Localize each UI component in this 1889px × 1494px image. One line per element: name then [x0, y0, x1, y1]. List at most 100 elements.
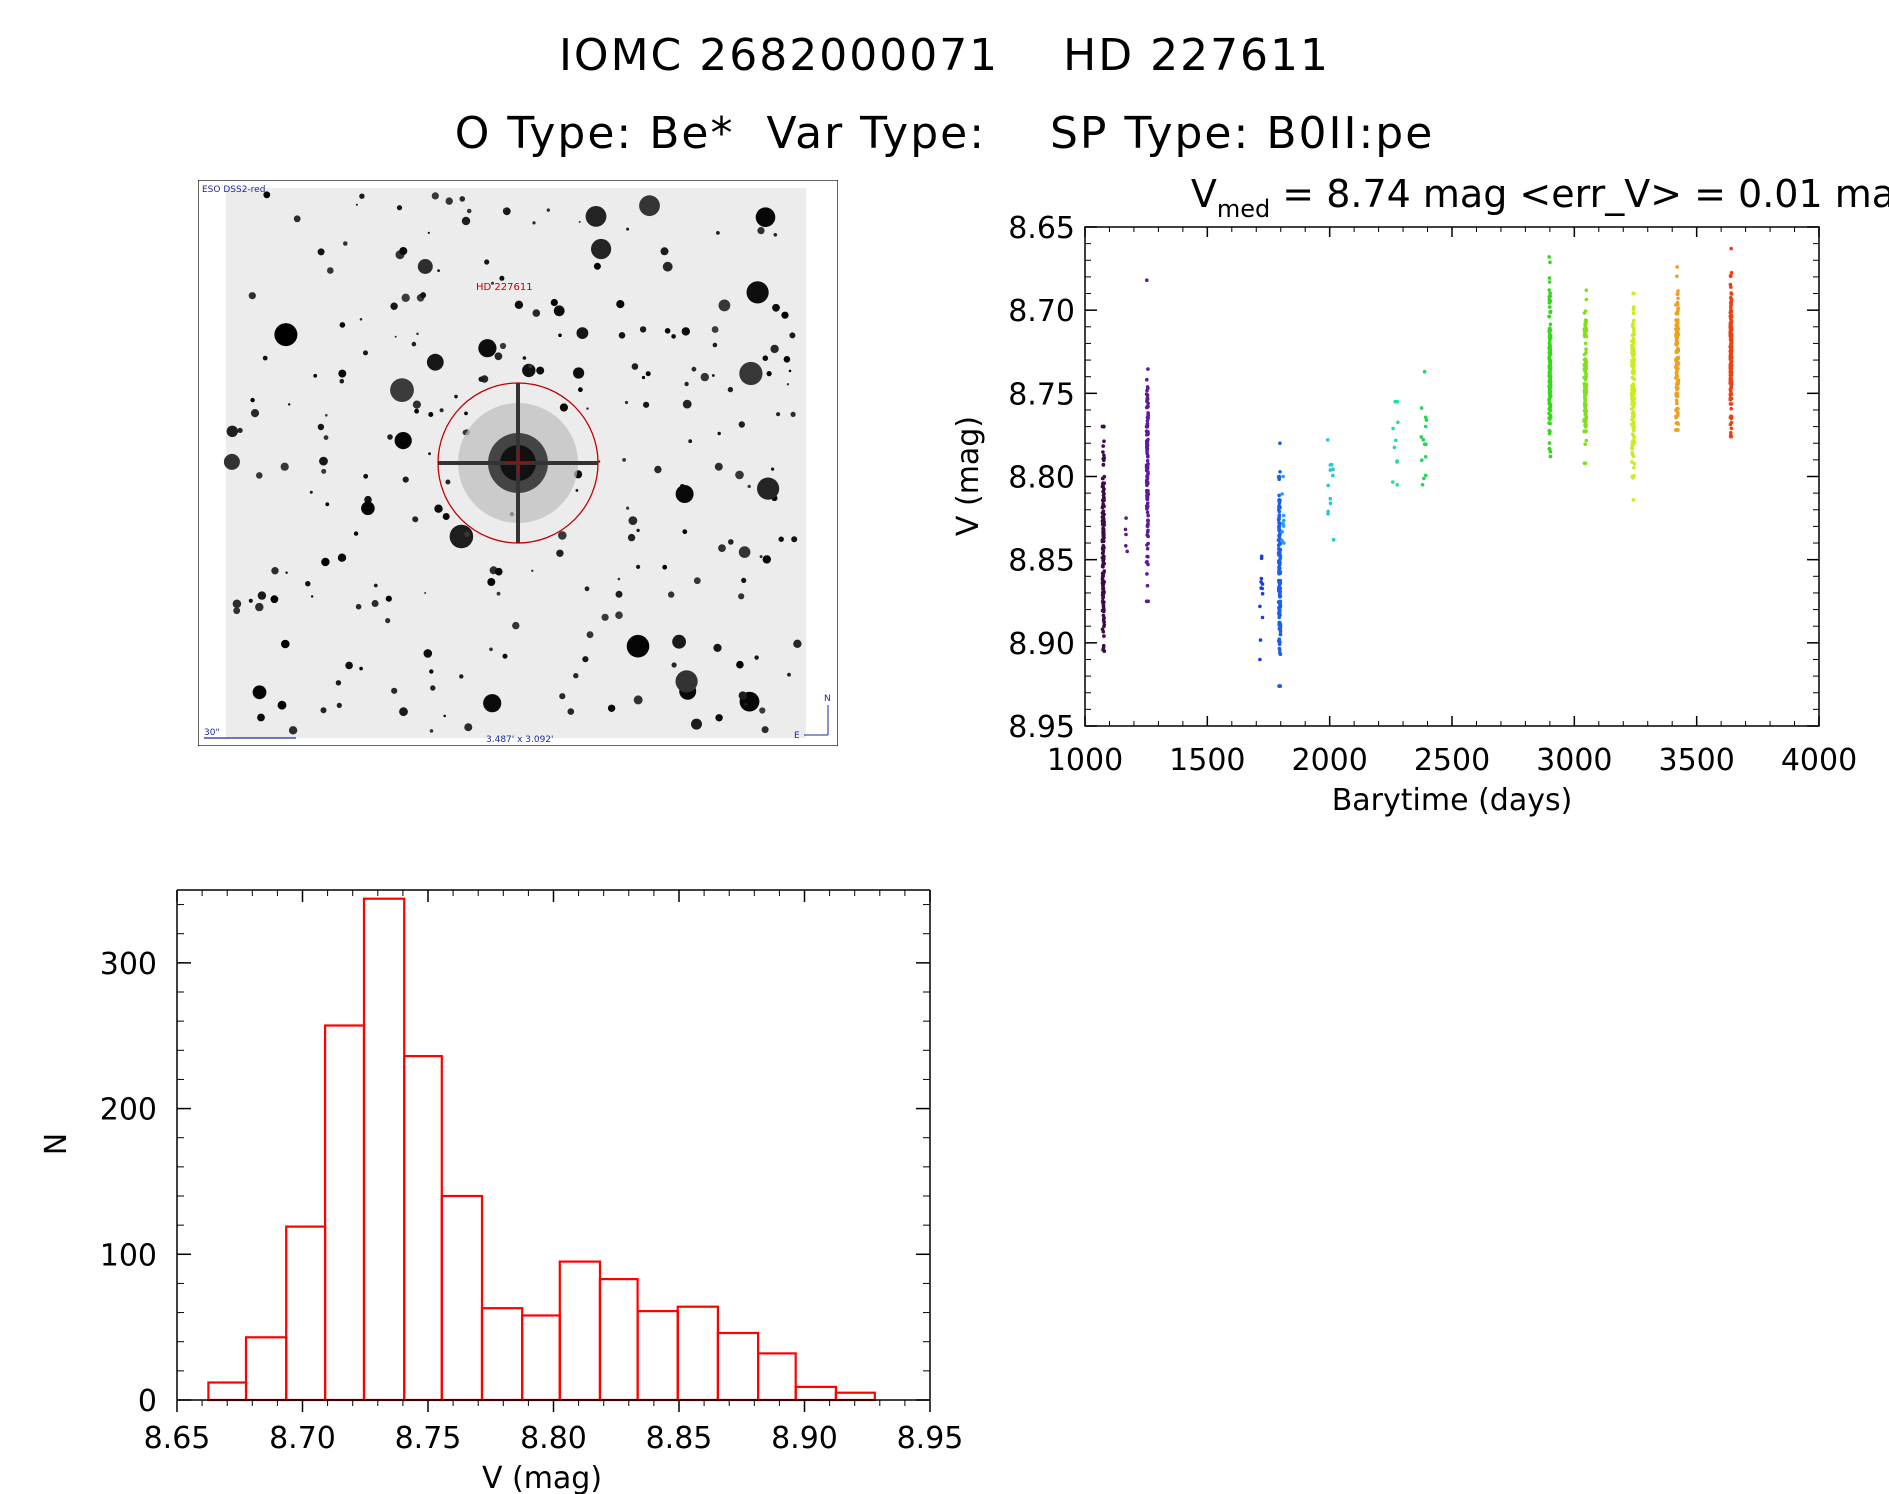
data-point	[1729, 333, 1734, 338]
data-point	[1277, 565, 1281, 569]
data-point	[1675, 356, 1679, 360]
data-point	[1102, 487, 1106, 492]
data-point	[1145, 523, 1150, 528]
star	[711, 326, 719, 333]
data-point	[1278, 684, 1282, 688]
data-point	[1146, 541, 1150, 546]
star	[263, 191, 271, 199]
data-point	[1547, 345, 1552, 350]
data-point	[1146, 599, 1150, 604]
star	[487, 578, 496, 586]
data-point	[1728, 309, 1733, 313]
data-point	[1676, 321, 1680, 325]
data-point	[1548, 374, 1553, 379]
data-point	[1548, 366, 1553, 370]
data-point	[1278, 581, 1283, 585]
star	[359, 666, 363, 671]
data-point	[1101, 476, 1105, 481]
data-point	[1280, 492, 1284, 496]
data-point	[1548, 393, 1552, 397]
data-point	[1583, 322, 1587, 326]
data-point	[1281, 474, 1285, 479]
star	[641, 375, 646, 380]
data-point	[1101, 481, 1106, 485]
data-point	[1422, 476, 1426, 481]
data-point	[1101, 482, 1105, 487]
data-point	[1728, 355, 1733, 359]
star	[423, 649, 433, 658]
data-point	[1583, 320, 1588, 325]
data-point	[1676, 381, 1680, 386]
data-point	[1101, 571, 1105, 576]
data-point	[1675, 339, 1679, 344]
star	[739, 361, 763, 386]
target-marker	[437, 382, 599, 544]
data-point	[1101, 547, 1105, 552]
data-point	[1146, 522, 1150, 527]
data-point	[1632, 369, 1636, 373]
data-point	[1277, 534, 1282, 538]
data-point	[1101, 529, 1106, 534]
data-point	[1102, 498, 1106, 503]
data-point	[1582, 327, 1587, 331]
data-point	[1729, 382, 1734, 387]
data-point	[1420, 483, 1425, 487]
data-point	[1728, 402, 1733, 406]
data-point	[1101, 564, 1105, 568]
data-point	[1729, 370, 1734, 375]
data-point	[1280, 529, 1284, 534]
data-point	[1584, 429, 1588, 433]
data-point	[1277, 546, 1281, 551]
data-point	[1729, 315, 1734, 319]
data-point	[1675, 362, 1680, 366]
data-point	[1729, 338, 1734, 343]
data-point	[1631, 405, 1636, 409]
x-tick-label: 3000	[1536, 743, 1612, 778]
data-point	[1631, 388, 1636, 393]
data-point	[1632, 474, 1636, 478]
data-point	[1547, 372, 1552, 376]
data-point	[1675, 350, 1679, 354]
data-point	[1277, 627, 1282, 631]
data-point	[1547, 341, 1552, 345]
star	[514, 300, 524, 309]
star	[361, 501, 375, 516]
star	[464, 411, 468, 416]
data-point	[1258, 657, 1262, 662]
data-point	[1145, 405, 1149, 410]
data-point	[1277, 583, 1282, 587]
data-point	[1548, 386, 1553, 390]
data-point	[1277, 528, 1282, 532]
star	[754, 655, 759, 660]
object-type-line: O Type: Be* Var Type: SP Type: B0II:pe	[454, 108, 1435, 159]
star	[578, 220, 581, 223]
data-point	[1548, 383, 1553, 388]
histogram-bar	[480, 1307, 524, 1402]
data-point	[1146, 405, 1150, 409]
data-point	[1101, 604, 1106, 608]
data-point	[1102, 458, 1106, 463]
data-point	[1728, 274, 1733, 278]
data-point	[1582, 390, 1587, 394]
data-point	[1547, 384, 1551, 389]
data-point	[1278, 554, 1283, 558]
star	[449, 524, 474, 549]
data-point	[1101, 424, 1106, 429]
data-point	[1101, 504, 1105, 509]
data-point	[1729, 309, 1734, 313]
data-point	[1629, 339, 1634, 343]
data-point	[1630, 343, 1634, 348]
data-point	[1277, 562, 1282, 566]
star	[387, 434, 393, 440]
star	[442, 513, 450, 520]
data-point	[1276, 517, 1281, 522]
data-point	[1728, 349, 1733, 354]
light-curve-series	[1673, 265, 1681, 432]
data-point	[1728, 324, 1733, 329]
data-point	[1584, 366, 1589, 371]
star	[431, 192, 439, 200]
data-point	[1144, 429, 1149, 434]
data-point	[1277, 568, 1281, 572]
data-point	[1548, 366, 1552, 370]
data-point	[1278, 530, 1283, 534]
